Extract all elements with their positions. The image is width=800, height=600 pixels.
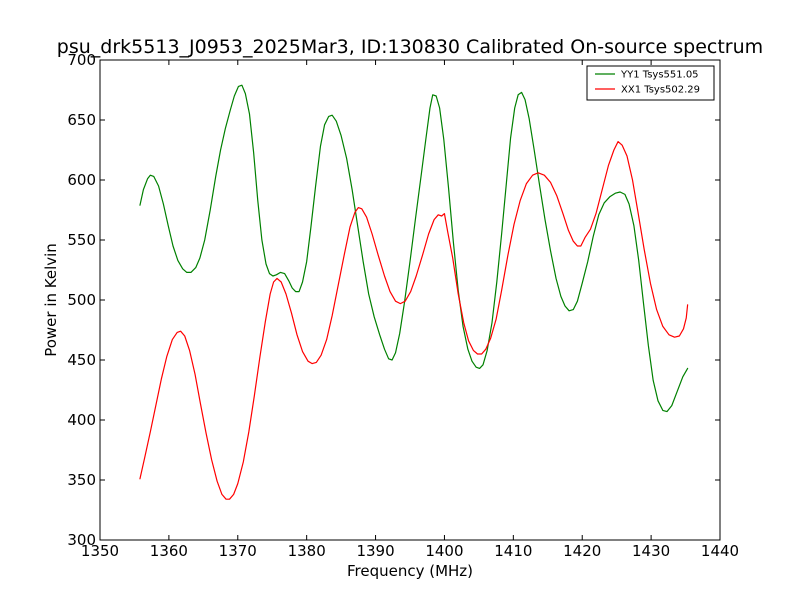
y-tick-label: 500 (67, 291, 96, 309)
legend-label-1: YY1 Tsys551.05 (620, 70, 699, 81)
y-tick-label: 450 (67, 351, 96, 369)
x-tick-label: 1430 (632, 542, 670, 560)
y-tick-label: 350 (67, 471, 96, 489)
x-tick-label: 1360 (150, 542, 188, 560)
legend-box (586, 65, 715, 101)
x-axis-ticks: 1350 1360 1370 1380 1390 1400 1410 1420 1430 1440 (81, 60, 739, 560)
x-axis-label: Frequency (MHz) (347, 562, 473, 580)
chart-title: psu_drk5513_J0953_2025Mar3, ID:130830 Ca… (57, 36, 763, 58)
legend: YY1 Tsys551.05 XX1 Tsys502.29 (586, 65, 715, 101)
y-tick-label: 550 (67, 231, 96, 249)
plot-frame (99, 59, 721, 541)
y-axis-ticks: 300 350 400 450 500 550 600 650 700 (67, 51, 720, 549)
x-tick-label: 1440 (701, 542, 739, 560)
legend-items: YY1 Tsys551.05 XX1 Tsys502.29 (595, 70, 700, 96)
series-layer (139, 84, 689, 500)
x-tick-label: 1380 (288, 542, 326, 560)
series-line-1 (139, 84, 689, 413)
x-tick-label: 1420 (563, 542, 601, 560)
x-tick-label: 1410 (494, 542, 532, 560)
x-tick-label: 1400 (425, 542, 463, 560)
legend-label-2: XX1 Tsys502.29 (621, 85, 700, 96)
y-tick-label: 600 (67, 171, 96, 189)
y-axis-label: Power in Kelvin (42, 243, 60, 357)
y-tick-label: 300 (67, 531, 96, 549)
series-line-2 (139, 141, 689, 500)
x-tick-label: 1390 (356, 542, 394, 560)
y-tick-label: 650 (67, 111, 96, 129)
y-tick-label: 700 (67, 51, 96, 69)
y-tick-label: 400 (67, 411, 96, 429)
x-tick-label: 1370 (219, 542, 257, 560)
x-tick-label: 1350 (81, 542, 119, 560)
